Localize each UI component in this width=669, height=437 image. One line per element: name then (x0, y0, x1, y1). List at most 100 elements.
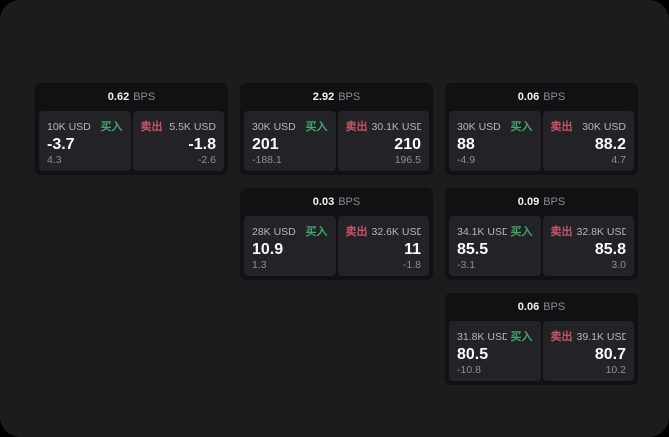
sell-price: 88.2 (594, 136, 626, 154)
buy-amount-label: 10K USD (47, 121, 91, 133)
sell-panel-top: 卖出 30K USD (551, 118, 627, 134)
buy-amount-label: 30K USD (457, 121, 501, 133)
sell-panel[interactable]: 卖出 30.1K USD 210 196.5 (337, 111, 429, 171)
sell-price: 80.7 (594, 346, 626, 364)
buy-delta: 4.3 (47, 153, 62, 166)
card-header: 0.09 BPS (445, 188, 638, 214)
sell-delta: 4.7 (611, 153, 626, 166)
buy-panel[interactable]: 10K USD 买入 -3.7 4.3 (39, 111, 131, 171)
sell-panel-top: 卖出 39.1K USD (551, 328, 627, 344)
quote-card: 0.06 BPS 30K USD 买入 88 -4.9 卖出 30K USD 8… (445, 83, 638, 175)
buy-panel-top: 28K USD 买入 (252, 223, 328, 239)
sell-button[interactable]: 卖出 (345, 121, 368, 133)
sell-button[interactable]: 卖出 (345, 226, 368, 238)
bps-unit-label: BPS (338, 91, 361, 103)
buy-panel-top: 10K USD 买入 (47, 118, 123, 134)
sell-panel-top: 卖出 32.6K USD (346, 223, 422, 239)
sell-amount-label: 39.1K USD (576, 331, 627, 343)
spread-value: 0.03 (312, 196, 335, 208)
buy-delta: 1.3 (252, 258, 267, 271)
buy-panel-top: 30K USD 买入 (457, 118, 533, 134)
sell-button[interactable]: 卖出 (550, 121, 573, 133)
buy-panel[interactable]: 34.1K USD 买入 85.5 -3.1 (449, 216, 541, 276)
buy-price: 10.9 (252, 241, 284, 259)
sell-amount-label: 30.1K USD (371, 121, 422, 133)
sell-panel[interactable]: 卖出 5.5K USD -1.8 -2.6 (132, 111, 224, 171)
sell-delta: 196.5 (394, 153, 421, 166)
buy-delta: -10.8 (457, 363, 481, 376)
sell-panel[interactable]: 卖出 32.8K USD 85.8 3.0 (542, 216, 634, 276)
buy-button[interactable]: 买入 (510, 226, 533, 238)
buy-button[interactable]: 买入 (100, 121, 123, 133)
card-body: 34.1K USD 买入 85.5 -3.1 卖出 32.8K USD 85.8… (445, 214, 638, 280)
buy-amount-label: 34.1K USD (457, 226, 507, 238)
buy-panel[interactable]: 28K USD 买入 10.9 1.3 (244, 216, 336, 276)
buy-panel[interactable]: 30K USD 买入 201 -188.1 (244, 111, 336, 171)
buy-panel[interactable]: 31.8K USD 买入 80.5 -10.8 (449, 321, 541, 381)
card-header: 0.06 BPS (445, 293, 638, 319)
sell-panel[interactable]: 卖出 32.6K USD 11 -1.8 (337, 216, 429, 276)
sell-price: 85.8 (594, 241, 626, 259)
sell-amount-label: 30K USD (582, 121, 626, 133)
buy-amount-label: 28K USD (252, 226, 296, 238)
buy-panel-top: 34.1K USD 买入 (457, 223, 533, 239)
sell-amount-label: 5.5K USD (169, 121, 216, 133)
sell-button[interactable]: 卖出 (140, 121, 163, 133)
buy-panel-top: 31.8K USD 买入 (457, 328, 533, 344)
sell-price: -1.8 (188, 136, 216, 154)
buy-delta: -4.9 (457, 153, 476, 166)
sell-button[interactable]: 卖出 (550, 226, 573, 238)
sell-delta: -2.6 (197, 153, 216, 166)
buy-amount-label: 30K USD (252, 121, 296, 133)
spread-value: 2.92 (312, 91, 335, 103)
sell-delta: 10.2 (605, 363, 626, 376)
buy-delta: -3.1 (457, 258, 476, 271)
buy-price: 88 (457, 136, 475, 154)
quote-card: 0.03 BPS 28K USD 买入 10.9 1.3 卖出 32.6K US… (240, 188, 433, 280)
buy-button[interactable]: 买入 (510, 331, 533, 343)
sell-price: 210 (394, 136, 421, 154)
quote-card: 2.92 BPS 30K USD 买入 201 -188.1 卖出 30.1K … (240, 83, 433, 175)
card-header: 0.62 BPS (35, 83, 228, 109)
card-body: 30K USD 买入 88 -4.9 卖出 30K USD 88.2 4.7 (445, 109, 638, 175)
buy-delta: -188.1 (252, 153, 282, 166)
bps-unit-label: BPS (543, 196, 566, 208)
card-body: 10K USD 买入 -3.7 4.3 卖出 5.5K USD -1.8 -2.… (35, 109, 228, 175)
card-header: 2.92 BPS (240, 83, 433, 109)
card-header: 0.06 BPS (445, 83, 638, 109)
card-body: 28K USD 买入 10.9 1.3 卖出 32.6K USD 11 -1.8 (240, 214, 433, 280)
buy-price: -3.7 (47, 136, 75, 154)
bps-unit-label: BPS (338, 196, 361, 208)
quote-card: 0.06 BPS 31.8K USD 买入 80.5 -10.8 卖出 39.1… (445, 293, 638, 385)
bps-unit-label: BPS (543, 301, 566, 313)
sell-panel[interactable]: 卖出 39.1K USD 80.7 10.2 (542, 321, 634, 381)
buy-price: 80.5 (457, 346, 489, 364)
card-body: 31.8K USD 买入 80.5 -10.8 卖出 39.1K USD 80.… (445, 319, 638, 385)
sell-delta: 3.0 (611, 258, 626, 271)
spread-value: 0.62 (107, 91, 130, 103)
buy-amount-label: 31.8K USD (457, 331, 507, 343)
buy-panel[interactable]: 30K USD 买入 88 -4.9 (449, 111, 541, 171)
sell-panel-top: 卖出 30.1K USD (346, 118, 422, 134)
bps-unit-label: BPS (133, 91, 156, 103)
card-body: 30K USD 买入 201 -188.1 卖出 30.1K USD 210 1… (240, 109, 433, 175)
card-header: 0.03 BPS (240, 188, 433, 214)
sell-amount-label: 32.8K USD (576, 226, 627, 238)
quote-card: 0.62 BPS 10K USD 买入 -3.7 4.3 卖出 5.5K USD… (35, 83, 228, 175)
bps-unit-label: BPS (543, 91, 566, 103)
spread-value: 0.06 (517, 301, 540, 313)
quote-grid: 0.62 BPS 10K USD 买入 -3.7 4.3 卖出 5.5K USD… (35, 83, 638, 385)
spread-value: 0.09 (517, 196, 540, 208)
buy-button[interactable]: 买入 (305, 121, 328, 133)
sell-panel-top: 卖出 32.8K USD (551, 223, 627, 239)
sell-panel[interactable]: 卖出 30K USD 88.2 4.7 (542, 111, 634, 171)
buy-button[interactable]: 买入 (305, 226, 328, 238)
quote-card: 0.09 BPS 34.1K USD 买入 85.5 -3.1 卖出 32.8K… (445, 188, 638, 280)
sell-delta: -1.8 (402, 258, 421, 271)
buy-price: 85.5 (457, 241, 489, 259)
buy-panel-top: 30K USD 买入 (252, 118, 328, 134)
buy-button[interactable]: 买入 (510, 121, 533, 133)
buy-price: 201 (252, 136, 279, 154)
sell-panel-top: 卖出 5.5K USD (141, 118, 217, 134)
sell-button[interactable]: 卖出 (550, 331, 573, 343)
